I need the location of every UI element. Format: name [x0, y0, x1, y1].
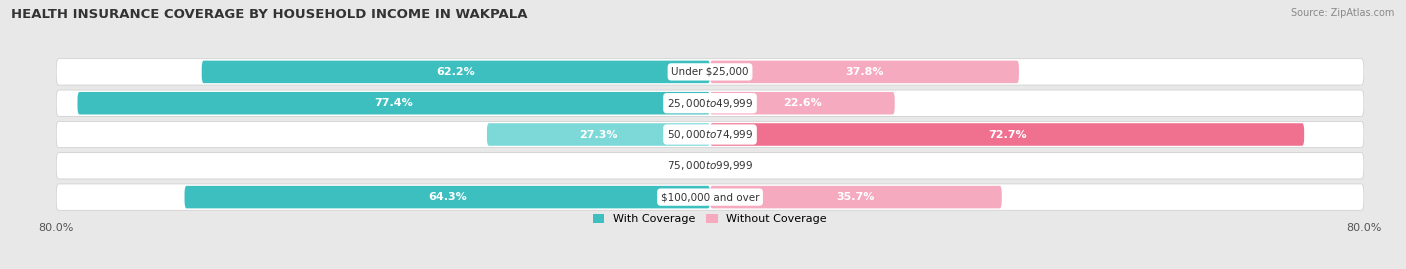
FancyBboxPatch shape	[486, 123, 710, 146]
Legend: With Coverage, Without Coverage: With Coverage, Without Coverage	[589, 210, 831, 229]
Text: 37.8%: 37.8%	[845, 67, 884, 77]
Text: Under $25,000: Under $25,000	[671, 67, 749, 77]
FancyBboxPatch shape	[56, 121, 1364, 148]
Text: 62.2%: 62.2%	[436, 67, 475, 77]
FancyBboxPatch shape	[710, 186, 1002, 208]
Text: Source: ZipAtlas.com: Source: ZipAtlas.com	[1291, 8, 1395, 18]
Text: 72.7%: 72.7%	[988, 129, 1026, 140]
FancyBboxPatch shape	[201, 61, 710, 83]
FancyBboxPatch shape	[77, 92, 710, 115]
Text: $25,000 to $49,999: $25,000 to $49,999	[666, 97, 754, 110]
FancyBboxPatch shape	[56, 59, 1364, 85]
Text: 0.0%: 0.0%	[727, 161, 755, 171]
FancyBboxPatch shape	[56, 184, 1364, 210]
Text: $50,000 to $74,999: $50,000 to $74,999	[666, 128, 754, 141]
Text: 22.6%: 22.6%	[783, 98, 821, 108]
Text: $75,000 to $99,999: $75,000 to $99,999	[666, 159, 754, 172]
Text: 77.4%: 77.4%	[374, 98, 413, 108]
FancyBboxPatch shape	[710, 61, 1019, 83]
Text: 27.3%: 27.3%	[579, 129, 617, 140]
Text: 64.3%: 64.3%	[427, 192, 467, 202]
FancyBboxPatch shape	[710, 123, 1305, 146]
Text: HEALTH INSURANCE COVERAGE BY HOUSEHOLD INCOME IN WAKPALA: HEALTH INSURANCE COVERAGE BY HOUSEHOLD I…	[11, 8, 527, 21]
FancyBboxPatch shape	[184, 186, 710, 208]
FancyBboxPatch shape	[56, 153, 1364, 179]
Text: 35.7%: 35.7%	[837, 192, 875, 202]
Text: $100,000 and over: $100,000 and over	[661, 192, 759, 202]
FancyBboxPatch shape	[56, 90, 1364, 116]
FancyBboxPatch shape	[710, 92, 894, 115]
Text: 0.0%: 0.0%	[665, 161, 693, 171]
